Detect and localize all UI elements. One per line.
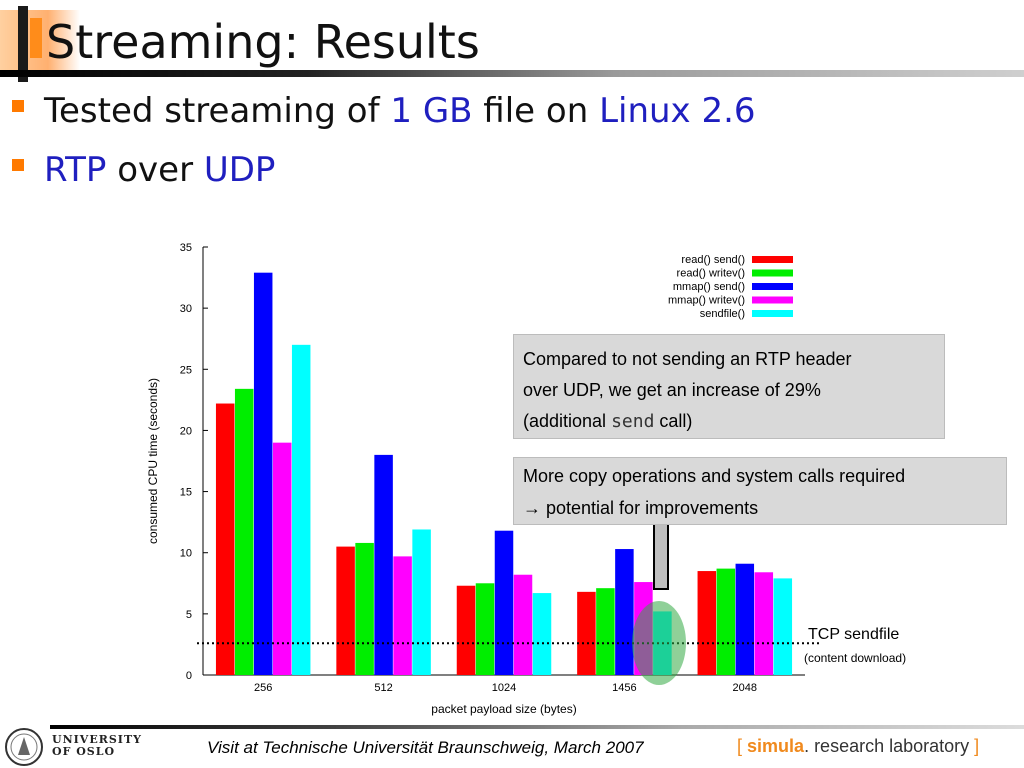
bullet-2-text: over	[106, 150, 204, 190]
bullet-1-text-b: file on	[472, 91, 600, 131]
y-tick-label: 25	[180, 364, 192, 376]
legend-label: sendfile()	[700, 308, 745, 320]
bar	[494, 530, 514, 675]
y-tick-label: 15	[180, 487, 192, 499]
bullet-square-icon	[12, 159, 24, 171]
simula-brand: simula	[747, 736, 805, 756]
callout-bottom-line-1: More copy operations and system calls re…	[523, 466, 906, 486]
bar	[697, 571, 717, 675]
legend-swatch	[752, 310, 793, 317]
callout-top-line-3-a: (additional	[523, 411, 612, 431]
simula-bracket-close: ]	[974, 736, 980, 756]
x-tick-label: 1456	[612, 682, 636, 694]
bar	[716, 568, 736, 675]
legend-swatch	[752, 269, 793, 277]
university-logo-text: UNIVERSITY OF OSLO	[52, 734, 142, 758]
bullet-2-protocol-a: RTP	[44, 150, 107, 190]
bar	[253, 272, 273, 675]
bar	[475, 583, 495, 675]
chart-legend: read() send() read() writev()mmap() send(…	[668, 254, 793, 320]
y-tick-label: 20	[180, 425, 192, 437]
legend-label: read() send()	[681, 254, 745, 266]
highlight-ellipse	[632, 601, 686, 685]
bar	[596, 588, 615, 675]
bullet-square-icon	[12, 100, 24, 112]
callout-top-line-3: (additional send call)	[523, 406, 852, 437]
bar	[754, 572, 774, 675]
y-tick-label: 30	[180, 303, 192, 315]
tcp-sendfile-label: TCP sendfile	[808, 626, 899, 643]
bar	[234, 388, 254, 675]
bullet-1-text-a: Tested streaming of	[44, 91, 391, 131]
callout-top-line-2: over UDP, we get an increase of 29%	[523, 380, 821, 400]
cpu-time-bar-chart: 0 5 10 15 20 25 30 35 256 512 1024 1456 2048 packet p…	[146, 242, 906, 716]
university-line-1: UNIVERSITY	[52, 733, 142, 746]
bar	[735, 563, 755, 675]
university-line-2: OF OSLO	[52, 745, 116, 758]
bar	[615, 549, 634, 675]
legend-swatch	[752, 283, 793, 290]
bar	[374, 454, 393, 675]
callout-rtp-header: Compared to not sending an RTP header ov…	[513, 334, 945, 439]
bullet-2: RTP over UDP	[12, 150, 275, 190]
y-tick-label: 35	[180, 242, 192, 254]
title-accent-bar	[18, 6, 28, 82]
title-accent-block	[30, 18, 42, 58]
legend-label: mmap() writev()	[668, 295, 745, 307]
bar	[532, 593, 552, 675]
callout-copy-ops: More copy operations and system calls re…	[513, 457, 1007, 525]
footer-text: Visit at Technische Universität Braunsch…	[207, 738, 644, 757]
bullet-1: Tested streaming of 1 GB file on Linux 2…	[12, 91, 756, 131]
bar	[456, 585, 476, 675]
simula-logo: [ simula. research laboratory ]	[737, 736, 979, 757]
bar	[215, 403, 235, 675]
bar	[291, 344, 311, 675]
x-axis-label: packet payload size (bytes)	[431, 702, 576, 716]
footer-divider	[50, 725, 1024, 729]
x-tick-label: 2048	[733, 682, 757, 694]
x-tick-label: 512	[374, 682, 392, 694]
y-tick-label: 10	[180, 548, 192, 560]
callout-bottom-line-2: → potential for improvements	[523, 498, 759, 518]
y-axis-label: consumed CPU time (seconds)	[146, 378, 160, 544]
bullet-1-size: 1 GB	[390, 91, 473, 131]
x-tick-label: 1024	[492, 682, 516, 694]
bar	[773, 578, 793, 675]
legend-label: read() writev()	[677, 268, 745, 280]
y-tick-label: 5	[186, 609, 192, 621]
legend-label: mmap() send()	[673, 281, 745, 293]
slide-title: Streaming: Results	[46, 15, 480, 69]
bar	[336, 546, 355, 675]
bullet-1-os: Linux 2.6	[599, 91, 756, 131]
tcp-sendfile-sublabel: (content download)	[804, 651, 906, 665]
legend-swatch	[752, 256, 793, 263]
bar	[272, 442, 292, 675]
plot-area: 0 5 10 15 20 25 30 35 256 512 1024 1456 2048 packet p…	[146, 242, 822, 716]
callout-top-line-1: Compared to not sending an RTP header	[523, 349, 852, 369]
bar	[577, 591, 596, 675]
legend-swatch	[752, 296, 793, 304]
callout-code-send: send	[611, 411, 655, 432]
callout-top-line-3-b: call)	[654, 411, 693, 431]
x-tick-label: 256	[254, 682, 272, 694]
bar	[393, 556, 412, 675]
bar	[513, 574, 533, 675]
bar	[355, 542, 374, 675]
title-divider	[0, 70, 1024, 77]
university-seal-icon	[5, 728, 43, 766]
y-tick-label: 0	[186, 670, 192, 682]
simula-rest: . research laboratory	[804, 736, 970, 756]
bar	[412, 529, 431, 675]
simula-bracket-open: [	[737, 736, 743, 756]
bullet-2-protocol-b: UDP	[203, 150, 276, 190]
